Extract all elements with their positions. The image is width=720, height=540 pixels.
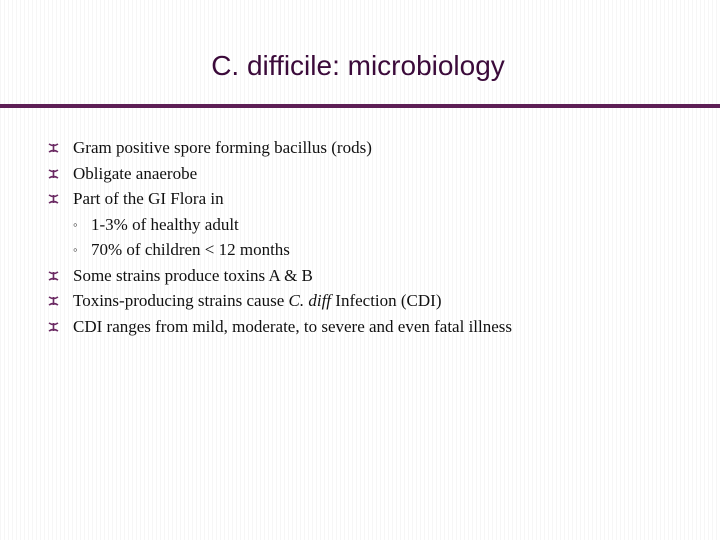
bullet-item: Obligate anaerobe xyxy=(0,161,720,187)
fleuron-bullet-icon xyxy=(48,288,60,314)
hollow-circle-icon: ◦ xyxy=(73,242,78,257)
fleuron-bullet-icon xyxy=(48,186,60,212)
sub-bullet-item: ◦ 1-3% of healthy adult xyxy=(0,212,720,238)
fleuron-bullet-icon xyxy=(48,263,60,289)
bullet-text: Toxins-producing strains cause C. diff I… xyxy=(73,288,442,314)
bullet-text-part: Infection (CDI) xyxy=(331,291,442,310)
bullet-text: CDI ranges from mild, moderate, to sever… xyxy=(73,316,513,336)
bullet-item: Part of the GI Flora in xyxy=(0,186,720,212)
bullet-text-italic: C. diff xyxy=(288,291,332,310)
fleuron-bullet-icon xyxy=(48,314,60,340)
bullet-text: Some strains produce toxins A & B xyxy=(73,265,313,285)
hollow-circle-icon: ◦ xyxy=(73,216,78,232)
bullet-text-part: Toxins-producing strains cause xyxy=(73,291,289,310)
bullet-item: Toxins-producing strains cause C. diff I… xyxy=(0,288,720,314)
bullet-item: Gram positive spore forming bacillus (ro… xyxy=(0,135,720,161)
bullet-text: Obligate anaerobe xyxy=(73,163,198,183)
title-divider xyxy=(0,104,720,108)
sub-bullet-text: 70% of children < 12 months xyxy=(91,240,290,259)
bullet-text: Part of the GI Flora in xyxy=(73,189,224,208)
fleuron-bullet-icon xyxy=(48,135,60,161)
slide-title: C. difficile: microbiology xyxy=(211,50,505,81)
bullet-item: Some strains produce toxins A & B xyxy=(0,263,720,289)
bullet-list: Gram positive spore forming bacillus (ro… xyxy=(0,135,720,339)
bullet-text: Gram positive spore forming bacillus (ro… xyxy=(73,138,372,157)
bullet-item: CDI ranges from mild, moderate, to sever… xyxy=(0,314,720,340)
sub-bullet-item: ◦ 70% of children < 12 months xyxy=(0,237,720,263)
fleuron-bullet-icon xyxy=(48,161,60,187)
sub-bullet-text: 1-3% of healthy adult xyxy=(91,214,239,234)
